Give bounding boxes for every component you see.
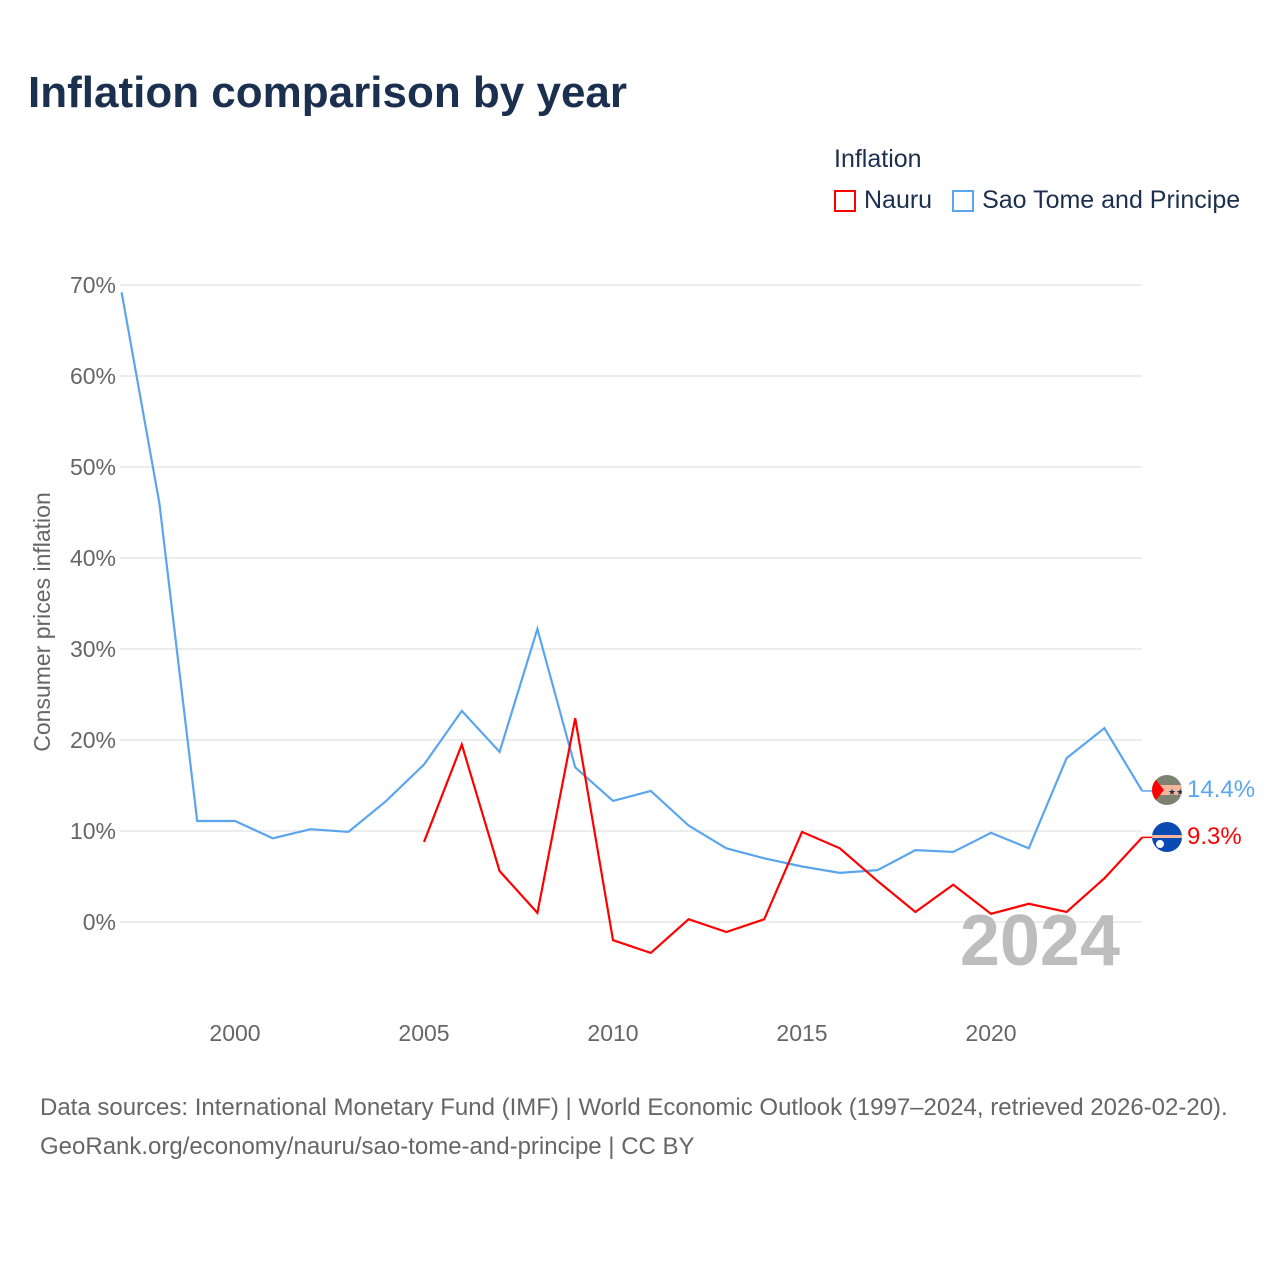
flag-sao-tome-icon: ★★ <box>1152 775 1184 805</box>
flag-nauru-icon <box>1152 822 1182 852</box>
svg-text:★★: ★★ <box>1168 787 1184 797</box>
y-tick-label: 0% <box>83 909 116 935</box>
legend-swatch-sao-tome <box>952 189 975 212</box>
y-tick-label: 30% <box>70 636 116 662</box>
x-tick-label: 2010 <box>587 1020 638 1046</box>
y-tick-label: 20% <box>70 727 116 753</box>
legend-swatch-nauru <box>834 189 856 212</box>
legend-item-sao-tome[interactable]: Sao Tome and Principe <box>952 186 1240 215</box>
page-title: Inflation comparison by year <box>28 68 628 117</box>
y-axis-label: Consumer prices inflation <box>29 492 55 752</box>
source-text: Data sources: International Monetary Fun… <box>40 1094 1228 1121</box>
year-watermark: 2024 <box>960 901 1120 981</box>
legend-item-nauru[interactable]: Nauru <box>834 186 932 215</box>
legend-label: Sao Tome and Principe <box>982 186 1241 214</box>
y-tick-label: 70% <box>70 272 116 298</box>
x-tick-label: 2005 <box>398 1020 449 1046</box>
legend: Nauru Sao Tome and Principe <box>834 186 1260 215</box>
y-tick-label: 40% <box>70 545 116 571</box>
x-tick-label: 2015 <box>776 1020 827 1046</box>
end-label-nauru: 9.3% <box>1187 823 1242 850</box>
source-link[interactable]: GeoRank.org/economy/nauru/sao-tome-and-p… <box>40 1133 695 1160</box>
x-tick-label: 2020 <box>965 1020 1016 1046</box>
series-line-nauru <box>422 717 1144 955</box>
legend-title: Inflation <box>834 145 922 173</box>
series-line-sao-tome-and-principe <box>120 292 1144 874</box>
y-tick-label: 50% <box>70 454 116 480</box>
end-label-sao-tome: 14.4% <box>1187 776 1255 803</box>
y-tick-label: 60% <box>70 363 116 389</box>
legend-label: Nauru <box>864 186 933 214</box>
x-tick-label: 2000 <box>209 1020 260 1046</box>
source-note: Data sources: International Monetary Fun… <box>40 1088 1250 1166</box>
y-tick-label: 10% <box>70 818 116 844</box>
